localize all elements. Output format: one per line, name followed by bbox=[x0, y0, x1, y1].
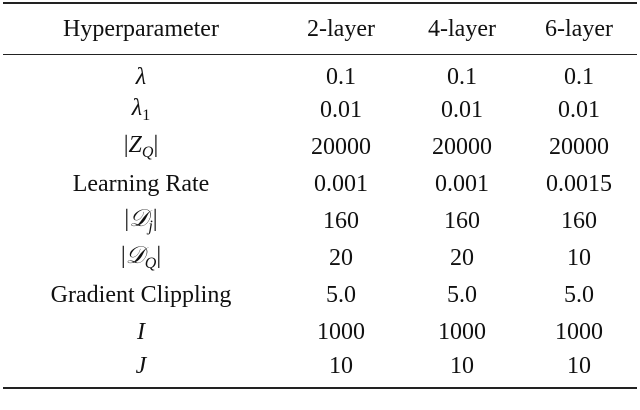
value-cell: 0.001 bbox=[314, 170, 368, 197]
bar: | bbox=[153, 132, 159, 158]
bar: | bbox=[156, 243, 162, 269]
value-cell: 160 bbox=[561, 207, 597, 234]
table-row: |𝒟Q| 20 20 10 bbox=[3, 240, 637, 277]
value-cell: 0.1 bbox=[447, 63, 477, 90]
value-cell: 0.01 bbox=[558, 96, 600, 123]
table-row: |𝒟j| 160 160 160 bbox=[3, 203, 637, 240]
table-row: |ZQ| 20000 20000 20000 bbox=[3, 129, 637, 166]
value-cell: 0.1 bbox=[326, 63, 356, 90]
symbol: J bbox=[135, 352, 147, 379]
label-cell: Gradient Clippling bbox=[50, 281, 232, 308]
symbol: λ bbox=[135, 63, 147, 90]
subscript: 1 bbox=[142, 107, 151, 124]
symbol-cell: I bbox=[3, 314, 279, 351]
symbol-cell: |𝒟Q| bbox=[3, 240, 279, 277]
symbol-cell: λ bbox=[3, 55, 279, 92]
value-cell: 20000 bbox=[549, 133, 609, 160]
value-cell: 10 bbox=[567, 352, 591, 379]
header-cell: 2-layer bbox=[307, 15, 375, 42]
symbol: Z bbox=[128, 132, 142, 158]
header-cell: 4-layer bbox=[428, 15, 496, 42]
value-cell: 10 bbox=[329, 352, 353, 379]
value-cell: 0.01 bbox=[441, 96, 483, 123]
table-row: λ 0.1 0.1 0.1 bbox=[3, 55, 637, 92]
table-row: λ1 0.01 0.01 0.01 bbox=[3, 92, 637, 129]
symbol-cell: |𝒟j| bbox=[3, 203, 279, 240]
symbol: I bbox=[137, 318, 145, 345]
bar: | bbox=[120, 243, 126, 269]
symbol-cell: |ZQ| bbox=[3, 129, 279, 166]
value-cell: 1000 bbox=[438, 318, 486, 345]
value-cell: 160 bbox=[323, 207, 359, 234]
symbol: 𝒟 bbox=[129, 206, 149, 232]
subscript: Q bbox=[144, 255, 157, 272]
value-cell: 20000 bbox=[311, 133, 371, 160]
value-cell: 5.0 bbox=[326, 281, 356, 308]
symbol-cell: J bbox=[3, 351, 279, 388]
label-cell: Learning Rate bbox=[72, 170, 210, 197]
value-cell: 5.0 bbox=[564, 281, 594, 308]
table-header: Hyperparameter 2-layer 4-layer 6-layer bbox=[3, 3, 637, 55]
symbol: 𝒟 bbox=[125, 243, 145, 269]
value-cell: 0.0015 bbox=[546, 170, 612, 197]
symbol-cell: λ1 bbox=[3, 92, 279, 129]
value-cell: 0.01 bbox=[320, 96, 362, 123]
symbol: λ bbox=[131, 95, 143, 121]
value-cell: 1000 bbox=[317, 318, 365, 345]
bar: | bbox=[124, 206, 130, 232]
table-row: J 10 10 10 bbox=[3, 351, 637, 388]
value-cell: 0.1 bbox=[564, 63, 594, 90]
value-cell: 20 bbox=[329, 244, 353, 271]
value-cell: 10 bbox=[567, 244, 591, 271]
bar: | bbox=[123, 132, 129, 158]
value-cell: 20 bbox=[450, 244, 474, 271]
header-row: Hyperparameter 2-layer 4-layer 6-layer bbox=[3, 3, 637, 55]
header-cell: 6-layer bbox=[545, 15, 613, 42]
value-cell: 5.0 bbox=[447, 281, 477, 308]
subscript: Q bbox=[141, 144, 154, 161]
value-cell: 160 bbox=[444, 207, 480, 234]
table-row: I 1000 1000 1000 bbox=[3, 314, 637, 351]
table-row: Learning Rate 0.001 0.001 0.0015 bbox=[3, 166, 637, 203]
value-cell: 1000 bbox=[555, 318, 603, 345]
hyperparameter-table: Hyperparameter 2-layer 4-layer 6-layer λ 0.1… bbox=[3, 2, 637, 389]
table-body: λ 0.1 0.1 0.1 λ1 0.01 0.01 0.01 |ZQ| 20000 20000 20… bbox=[3, 55, 637, 388]
header-cell: Hyperparameter bbox=[63, 15, 219, 42]
value-cell: 20000 bbox=[432, 133, 492, 160]
value-cell: 0.001 bbox=[435, 170, 489, 197]
subscript: j bbox=[148, 218, 153, 235]
value-cell: 10 bbox=[450, 352, 474, 379]
table-row: Gradient Clippling 5.0 5.0 5.0 bbox=[3, 277, 637, 314]
bar: | bbox=[152, 206, 158, 232]
